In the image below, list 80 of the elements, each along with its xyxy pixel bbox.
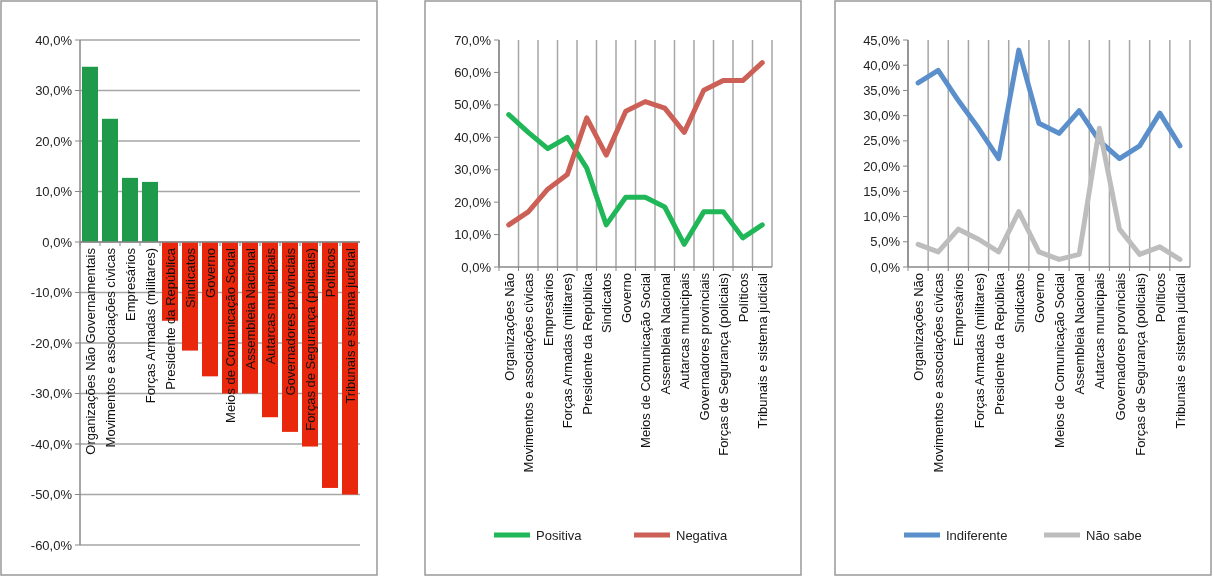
x-tick-label: Tribunais e sistema judicial [343, 247, 358, 404]
x-tick-label: Movimentos e associações cívicas [103, 247, 118, 448]
x-tick-label: Sindicatos [1011, 272, 1027, 333]
x-tick-label: Movimentos e associações cívicas [521, 272, 537, 473]
y-tick-label: 10,0% [863, 209, 901, 225]
x-tick-label: Forças Armadas (militares) [143, 248, 158, 404]
y-tick-label: 25,0% [863, 133, 901, 149]
x-tick-label: Políticos [735, 272, 751, 323]
x-tick-label: Empresários [123, 247, 138, 321]
x-tick-label: Organizações Não [911, 273, 927, 381]
y-tick-label: 0,0% [870, 259, 901, 275]
x-tick-label: Autarcas municipais [677, 272, 693, 390]
y-tick-label: 0,0% [42, 234, 73, 250]
bar [142, 181, 158, 242]
x-tick-label: Meios de Comunicação Social [223, 247, 238, 423]
x-tick-label: Autarcas municipais [1092, 272, 1108, 390]
bar [122, 177, 138, 242]
x-tick-label: Forças de Segurança (policiais) [1132, 273, 1148, 456]
bar [102, 118, 118, 242]
y-tick-label: 70,0% [454, 32, 492, 48]
y-tick-label: 20,0% [454, 194, 492, 210]
x-tick-label: Governo [203, 248, 218, 298]
x-tick-label: Políticos [1152, 272, 1168, 323]
bar [322, 242, 338, 488]
x-tick-label: Assembleia Nacional [1072, 272, 1088, 395]
x-tick-label: Governo [1031, 273, 1047, 323]
bar [82, 66, 98, 242]
y-tick-label: 10,0% [35, 184, 73, 200]
y-tick-label: -20,0% [30, 335, 73, 351]
x-tick-label: Empresários [540, 272, 556, 346]
y-tick-label: 20,0% [35, 133, 73, 149]
x-tick-label: Forças de Segurança (policiais) [303, 248, 318, 431]
y-tick-label: -10,0% [30, 285, 73, 301]
y-tick-label: 0,0% [461, 259, 492, 275]
y-tick-label: 30,0% [863, 108, 901, 124]
y-tick-label: 10,0% [454, 227, 492, 243]
x-tick-label: Presidente da República [163, 247, 178, 390]
x-tick-label: Assembleia Nacional [243, 247, 258, 370]
x-tick-label: Forças Armadas (militares) [971, 273, 987, 429]
x-tick-label: Organizações Não Governamentais [83, 247, 98, 455]
y-tick-label: 30,0% [35, 83, 73, 99]
x-tick-label: Tribunais e sistema judicial [1172, 272, 1188, 429]
y-tick-label: 50,0% [454, 97, 492, 113]
x-tick-label: Organizações Não [501, 273, 517, 381]
x-tick-label: Governo [618, 273, 634, 323]
y-tick-label: -60,0% [30, 537, 73, 553]
x-tick-label: Sindicatos [599, 272, 615, 333]
x-tick-label: Assembleia Nacional [657, 272, 673, 395]
y-tick-label: 20,0% [863, 158, 901, 174]
x-tick-label: Governadores provinciais [283, 247, 298, 396]
x-tick-label: Forças Armadas (militares) [560, 273, 576, 429]
legend-label: Negativa [676, 527, 729, 543]
x-tick-label: Políticos [323, 247, 338, 298]
x-tick-label: Governadores provinciais [1112, 272, 1128, 421]
x-tick-label: Forças de Segurança (policiais) [716, 273, 732, 456]
legend-label: Indiferente [946, 527, 1008, 543]
y-tick-label: 45,0% [863, 32, 901, 48]
y-tick-label: 35,0% [863, 82, 901, 98]
y-tick-label: 40,0% [35, 32, 73, 48]
x-tick-label: Tribunais e sistema judicial [755, 272, 771, 429]
x-tick-label: Meios de Comunicação Social [638, 272, 654, 448]
x-tick-label: Presidente da República [991, 272, 1007, 415]
legend-label: Não sabe [1086, 527, 1142, 543]
x-tick-label: Sindicatos [183, 247, 198, 308]
y-tick-label: 15,0% [863, 183, 901, 199]
y-tick-label: 5,0% [870, 234, 901, 250]
y-tick-label: 40,0% [454, 129, 492, 145]
x-tick-label: Autarcas municipais [263, 247, 278, 365]
x-tick-label: Empresários [951, 272, 967, 346]
legend-label: Positiva [536, 527, 583, 543]
y-tick-label: -40,0% [30, 436, 73, 452]
y-tick-label: -30,0% [30, 386, 73, 402]
x-tick-label: Presidente da República [579, 272, 595, 415]
y-tick-label: 60,0% [454, 64, 492, 80]
y-tick-label: 40,0% [863, 57, 901, 73]
y-tick-label: -50,0% [30, 487, 73, 503]
x-tick-label: Meios de Comunicação Social [1052, 272, 1068, 448]
y-tick-label: 30,0% [454, 162, 492, 178]
x-tick-label: Governadores provinciais [696, 272, 712, 421]
x-tick-label: Movimentos e associações cívicas [931, 272, 947, 473]
